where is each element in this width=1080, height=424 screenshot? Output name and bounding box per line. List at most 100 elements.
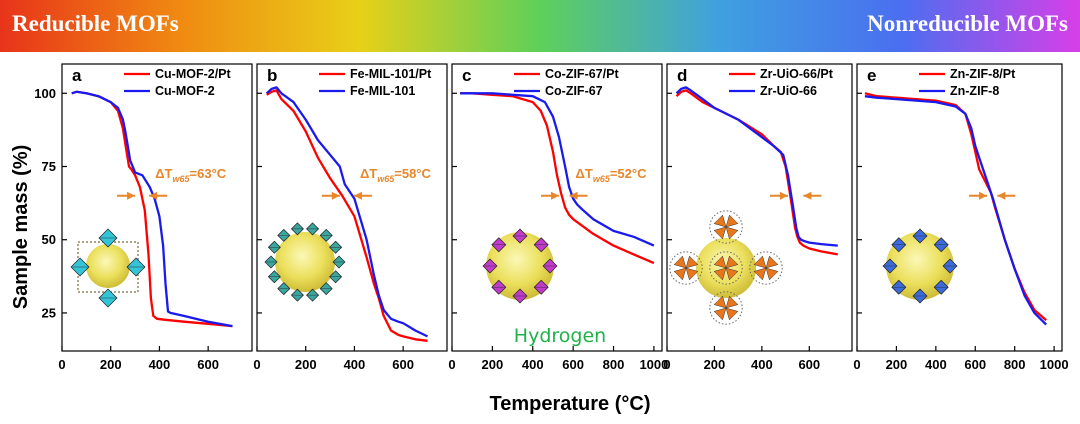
zn-tetrahedral-cluster: [912, 288, 928, 304]
legend-entry: Cu-MOF-2/Pt: [155, 67, 232, 81]
legend-entry: Cu-MOF-2: [155, 84, 215, 98]
x-tick-label: 600: [562, 357, 584, 372]
fe-trimer-cluster: [319, 282, 333, 296]
x-tick-label: 800: [1004, 357, 1026, 372]
y-tick-label: 75: [42, 159, 56, 174]
cu-paddlewheel-cluster: [98, 228, 118, 248]
fe-trimer-cluster: [290, 288, 304, 302]
mof-category-banner: Reducible MOFs Nonreducible MOFs: [0, 0, 1080, 52]
co-tetrahedral-cluster: [533, 279, 549, 295]
series-line-fe-mil-101-pt: [266, 89, 428, 342]
x-tick-label: 0: [853, 357, 860, 372]
y-tick-label: 100: [34, 86, 56, 101]
cu-mof-2-cage-sphere: [86, 244, 130, 288]
panel-letter: d: [677, 66, 687, 85]
x-tick-label: 200: [482, 357, 504, 372]
legend-entry: Fe-MIL-101/Pt: [350, 67, 432, 81]
x-tick-label: 0: [58, 357, 65, 372]
co-tetrahedral-cluster: [512, 288, 528, 304]
delta-t-arrows: [769, 191, 822, 200]
delta-t-label: ΔTw65=63°C: [155, 166, 227, 184]
fe-trimer-cluster: [277, 282, 291, 296]
legend-entry: Zr-UiO-66/Pt: [760, 67, 834, 81]
panel-c: 0 200 400 600 800 1000 Co-ZIF-67/Pt Co-ZIF-67 c Δ…: [448, 63, 668, 372]
legend-entry: Zr-UiO-66: [760, 84, 817, 98]
x-tick-label: 200: [886, 357, 908, 372]
tga-chart: Sample mass (%) Temperature (°C) Hydroge…: [10, 63, 1069, 415]
co-tetrahedral-cluster: [482, 258, 498, 274]
delta-t-label: ΔTw65=52°C: [576, 166, 648, 184]
series-line-zr-uio-66-pt: [675, 89, 839, 256]
panel-a: 0 200 400 600 25 50 75 100 Cu-MOF-2/Pt Cu-MOF-2 a Δ…: [34, 63, 253, 372]
panel-letter: b: [267, 66, 277, 85]
zn-tetrahedral-cluster: [891, 279, 907, 295]
panel-d: 0 200 400 600 Zr-UiO-66/Pt Zr-UiO-66 d: [663, 63, 853, 372]
series-line-fe-mil-101: [265, 86, 429, 338]
zr-octahedral-cluster: [709, 210, 743, 244]
zn-zif-8-cage-sphere: [886, 232, 954, 300]
x-tick-label: 600: [392, 357, 414, 372]
x-tick-label: 400: [522, 357, 544, 372]
cu-mof-2-framework: [77, 241, 139, 293]
cu-paddlewheel-cluster: [70, 257, 90, 277]
co-tetrahedral-cluster: [491, 237, 507, 253]
panel-letter: e: [867, 66, 876, 85]
zn-tetrahedral-cluster: [912, 228, 928, 244]
banner-gradient: [0, 0, 1080, 52]
zr-octahedral-cluster: [749, 251, 783, 285]
zn-tetrahedral-cluster: [933, 279, 949, 295]
series-line-cu-mof-2: [71, 90, 233, 328]
panel-letter: c: [462, 66, 471, 85]
zr-octahedral-cluster: [709, 291, 743, 325]
tga-figure: Sample mass (%) Temperature (°C) Hydroge…: [0, 52, 1080, 419]
panel-frame: [856, 63, 1063, 352]
y-axis-title: Sample mass (%): [10, 145, 32, 310]
cu-paddlewheel-cluster: [126, 257, 146, 277]
delta-t-arrows: [969, 191, 1016, 200]
panel-frame: [666, 63, 853, 352]
reducible-mofs-label: Reducible MOFs: [12, 11, 179, 36]
x-tick-label: 200: [100, 357, 122, 372]
x-axis-title: Temperature (°C): [490, 393, 651, 415]
legend-entry: Co-ZIF-67: [545, 84, 603, 98]
panel-frame: [256, 63, 448, 352]
zn-tetrahedral-cluster: [933, 237, 949, 253]
x-tick-label: 200: [295, 357, 317, 372]
fe-trimer-cluster: [306, 222, 320, 236]
fe-trimer-cluster: [332, 255, 346, 269]
co-tetrahedral-cluster: [512, 228, 528, 244]
zn-tetrahedral-cluster: [891, 237, 907, 253]
series-line-zn-zif-8: [864, 95, 1048, 326]
legend-entry: Co-ZIF-67/Pt: [545, 67, 619, 81]
x-tick-label: 1000: [1040, 357, 1069, 372]
x-tick-label: 0: [663, 357, 670, 372]
zn-tetrahedral-cluster: [882, 258, 898, 274]
panel-e: 0 200 400 600 800 1000 Zn-ZIF-8/Pt Zn-ZIF-8 e: [853, 63, 1069, 372]
x-tick-label: 400: [149, 357, 171, 372]
co-tetrahedral-cluster: [542, 258, 558, 274]
x-tick-label: 400: [925, 357, 947, 372]
delta-t-arrows: [321, 191, 372, 200]
fe-trimer-cluster: [277, 228, 291, 242]
panel-b: 0 200 400 600 Fe-MIL-101/Pt Fe-MIL-101 b ΔTw65=…: [253, 63, 448, 372]
zn-tetrahedral-cluster: [942, 258, 958, 274]
zr-octahedral-cluster: [709, 251, 743, 285]
x-tick-label: 200: [704, 357, 726, 372]
y-tick-label: 25: [42, 305, 56, 320]
legend-entry: Zn-ZIF-8/Pt: [950, 67, 1016, 81]
hydrogen-label: Hydrogen: [514, 325, 606, 347]
cu-paddlewheel-cluster: [98, 288, 118, 308]
fe-trimer-cluster: [267, 240, 281, 254]
x-tick-label: 600: [197, 357, 219, 372]
x-tick-label: 400: [751, 357, 773, 372]
panel-frame: [61, 63, 253, 352]
nonreducible-mofs-label: Nonreducible MOFs: [867, 11, 1068, 36]
x-tick-label: 600: [798, 357, 820, 372]
co-tetrahedral-cluster: [491, 279, 507, 295]
delta-t-arrows: [541, 191, 588, 200]
series-line-co-zif-67-pt: [460, 92, 655, 265]
panel-frame: [451, 63, 663, 352]
legend-entry: Fe-MIL-101: [350, 84, 415, 98]
series-line-zn-zif-8-pt: [864, 92, 1047, 322]
x-tick-label: 800: [603, 357, 625, 372]
